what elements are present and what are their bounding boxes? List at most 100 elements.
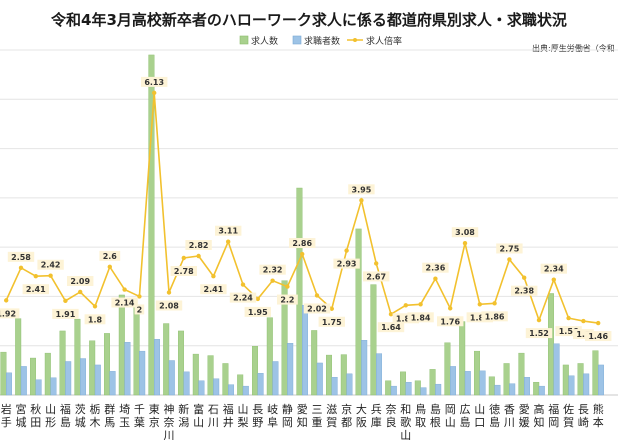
x-tick-label: 山口 [474, 403, 485, 429]
x-tick-char: 庫 [371, 415, 382, 429]
ratio-label-bg [481, 311, 508, 322]
ratio-label-text: 1.86 [485, 312, 505, 321]
ratio-label-bg [134, 304, 145, 315]
ratio-label-bg [437, 316, 464, 327]
x-tick-char: 広 [460, 403, 471, 416]
x-tick-char: 知 [534, 415, 545, 429]
x-tick-char: 賀 [326, 416, 337, 429]
ratio-data-label: 2.36 [422, 262, 449, 273]
x-tick-label: 福岡 [548, 402, 559, 429]
ratio-label-bg [407, 312, 434, 323]
x-tick-char: 山 [193, 416, 204, 429]
bar-job-openings [518, 352, 525, 396]
ratio-data-label: 1.82 [392, 313, 419, 324]
x-tick-char: 富 [193, 402, 204, 416]
ratio-label-text: 2.32 [263, 266, 283, 275]
ratio-label-text: 1.95 [248, 308, 268, 317]
x-tick-label: 石川 [208, 403, 219, 429]
x-tick-char: 歌 [400, 415, 411, 429]
ratio-label-bg [573, 329, 594, 340]
bar-job-openings [207, 355, 214, 396]
ratio-label-bg [496, 243, 523, 254]
ratio-label-text: 2.75 [500, 244, 520, 253]
ratio-label-text: 2.82 [189, 241, 209, 250]
bar-job-openings [177, 330, 184, 396]
ratio-data-label: 6.13 [141, 76, 168, 87]
x-tick-label: 奈良 [386, 402, 397, 429]
ratio-data-label: 2.2 [277, 294, 298, 305]
ratio-label-bg [277, 294, 298, 305]
bar-job-seekers [331, 377, 338, 396]
bar-job-openings [0, 351, 7, 396]
legend: 求人数 求職者数 求人倍率 [239, 35, 402, 47]
bar-job-seekers [538, 385, 545, 396]
bar-job-openings [459, 321, 466, 396]
x-tick-char: 滋 [326, 403, 337, 416]
bar-job-seekers [139, 350, 146, 396]
x-tick-char: 梨 [238, 415, 249, 429]
x-tick-label: 島根 [430, 402, 441, 429]
ratio-point [240, 282, 246, 287]
ratio-label-bg [422, 262, 449, 273]
ratio-label-text: 3.95 [352, 185, 372, 194]
ratio-data-label: 1.84 [407, 312, 434, 323]
bar-job-seekers [79, 358, 86, 396]
ratio-point [344, 248, 349, 253]
x-tick-label: 群馬 [104, 402, 115, 429]
ratio-point [92, 304, 98, 309]
x-tick-label: 栃木 [90, 402, 101, 429]
x-tick-char: 阜 [267, 416, 278, 429]
ratio-data-label: 2.32 [259, 264, 286, 275]
ratio-point [63, 298, 68, 304]
bar-job-openings [163, 323, 170, 396]
bar-job-seekers [183, 371, 190, 396]
ratio-data-label: 1.91 [52, 308, 79, 319]
ratio-point [314, 293, 320, 298]
ratio-label-text: 2.09 [70, 277, 90, 286]
x-tick-char: 岡 [282, 416, 293, 429]
ratio-label-text: 1.8 [88, 315, 103, 324]
x-tick-char: 徳 [489, 403, 500, 416]
bar-job-seekers [524, 377, 531, 396]
ratio-label-bg [585, 331, 612, 342]
ratio-data-label: 2.38 [511, 285, 538, 296]
bar-job-openings [414, 380, 421, 396]
ratio-label-text: 2.34 [544, 265, 564, 274]
bar-job-seekers [287, 343, 294, 396]
bar-job-seekers [257, 373, 264, 396]
bar-job-seekers [390, 385, 397, 396]
bar-job-seekers [227, 384, 234, 396]
ratio-data-label: 2.08 [155, 300, 183, 311]
ratio-label-text: 1.5 [576, 330, 591, 339]
x-tick-char: 千 [134, 403, 145, 416]
bar-job-seekers [302, 305, 309, 396]
ratio-label-text: 2.86 [292, 239, 312, 248]
ratio-label-text: 1.56 [559, 327, 579, 336]
ratio-label-text: 2.42 [41, 261, 61, 270]
legend-label: 求人数 [251, 35, 278, 47]
x-tick-char: 香 [504, 403, 515, 416]
x-tick-char: 鳥 [415, 402, 426, 416]
x-tick-char: 潟 [178, 416, 189, 429]
bar-job-seekers [5, 372, 12, 396]
ratio-data-label: 1.84 [466, 312, 493, 323]
x-tick-char: 手 [1, 415, 12, 429]
ratio-label-bg [155, 300, 183, 311]
x-tick-char: 島 [430, 402, 441, 416]
x-tick-char: 島 [460, 415, 471, 429]
x-tick-label: 東京 [149, 403, 160, 429]
ratio-label-text: 1.84 [411, 313, 431, 322]
bar-job-seekers [198, 380, 205, 396]
ratio-label-text: 1.91 [56, 310, 76, 319]
legend-swatch [292, 35, 302, 45]
ratio-point [122, 287, 127, 292]
x-tick-char: 奈 [386, 402, 397, 416]
x-tick-char: 川 [164, 429, 175, 440]
ratio-label-text: 2.93 [337, 260, 357, 269]
ratio-point [18, 265, 24, 271]
x-tick-labels: 岩手宮城秋田山形福島茨城栃木群馬埼玉千葉東京神奈川新潟富山石川福井山梨長野岐阜静… [1, 402, 604, 440]
ratio-point [285, 284, 290, 289]
x-tick-char: 馬 [104, 416, 115, 429]
